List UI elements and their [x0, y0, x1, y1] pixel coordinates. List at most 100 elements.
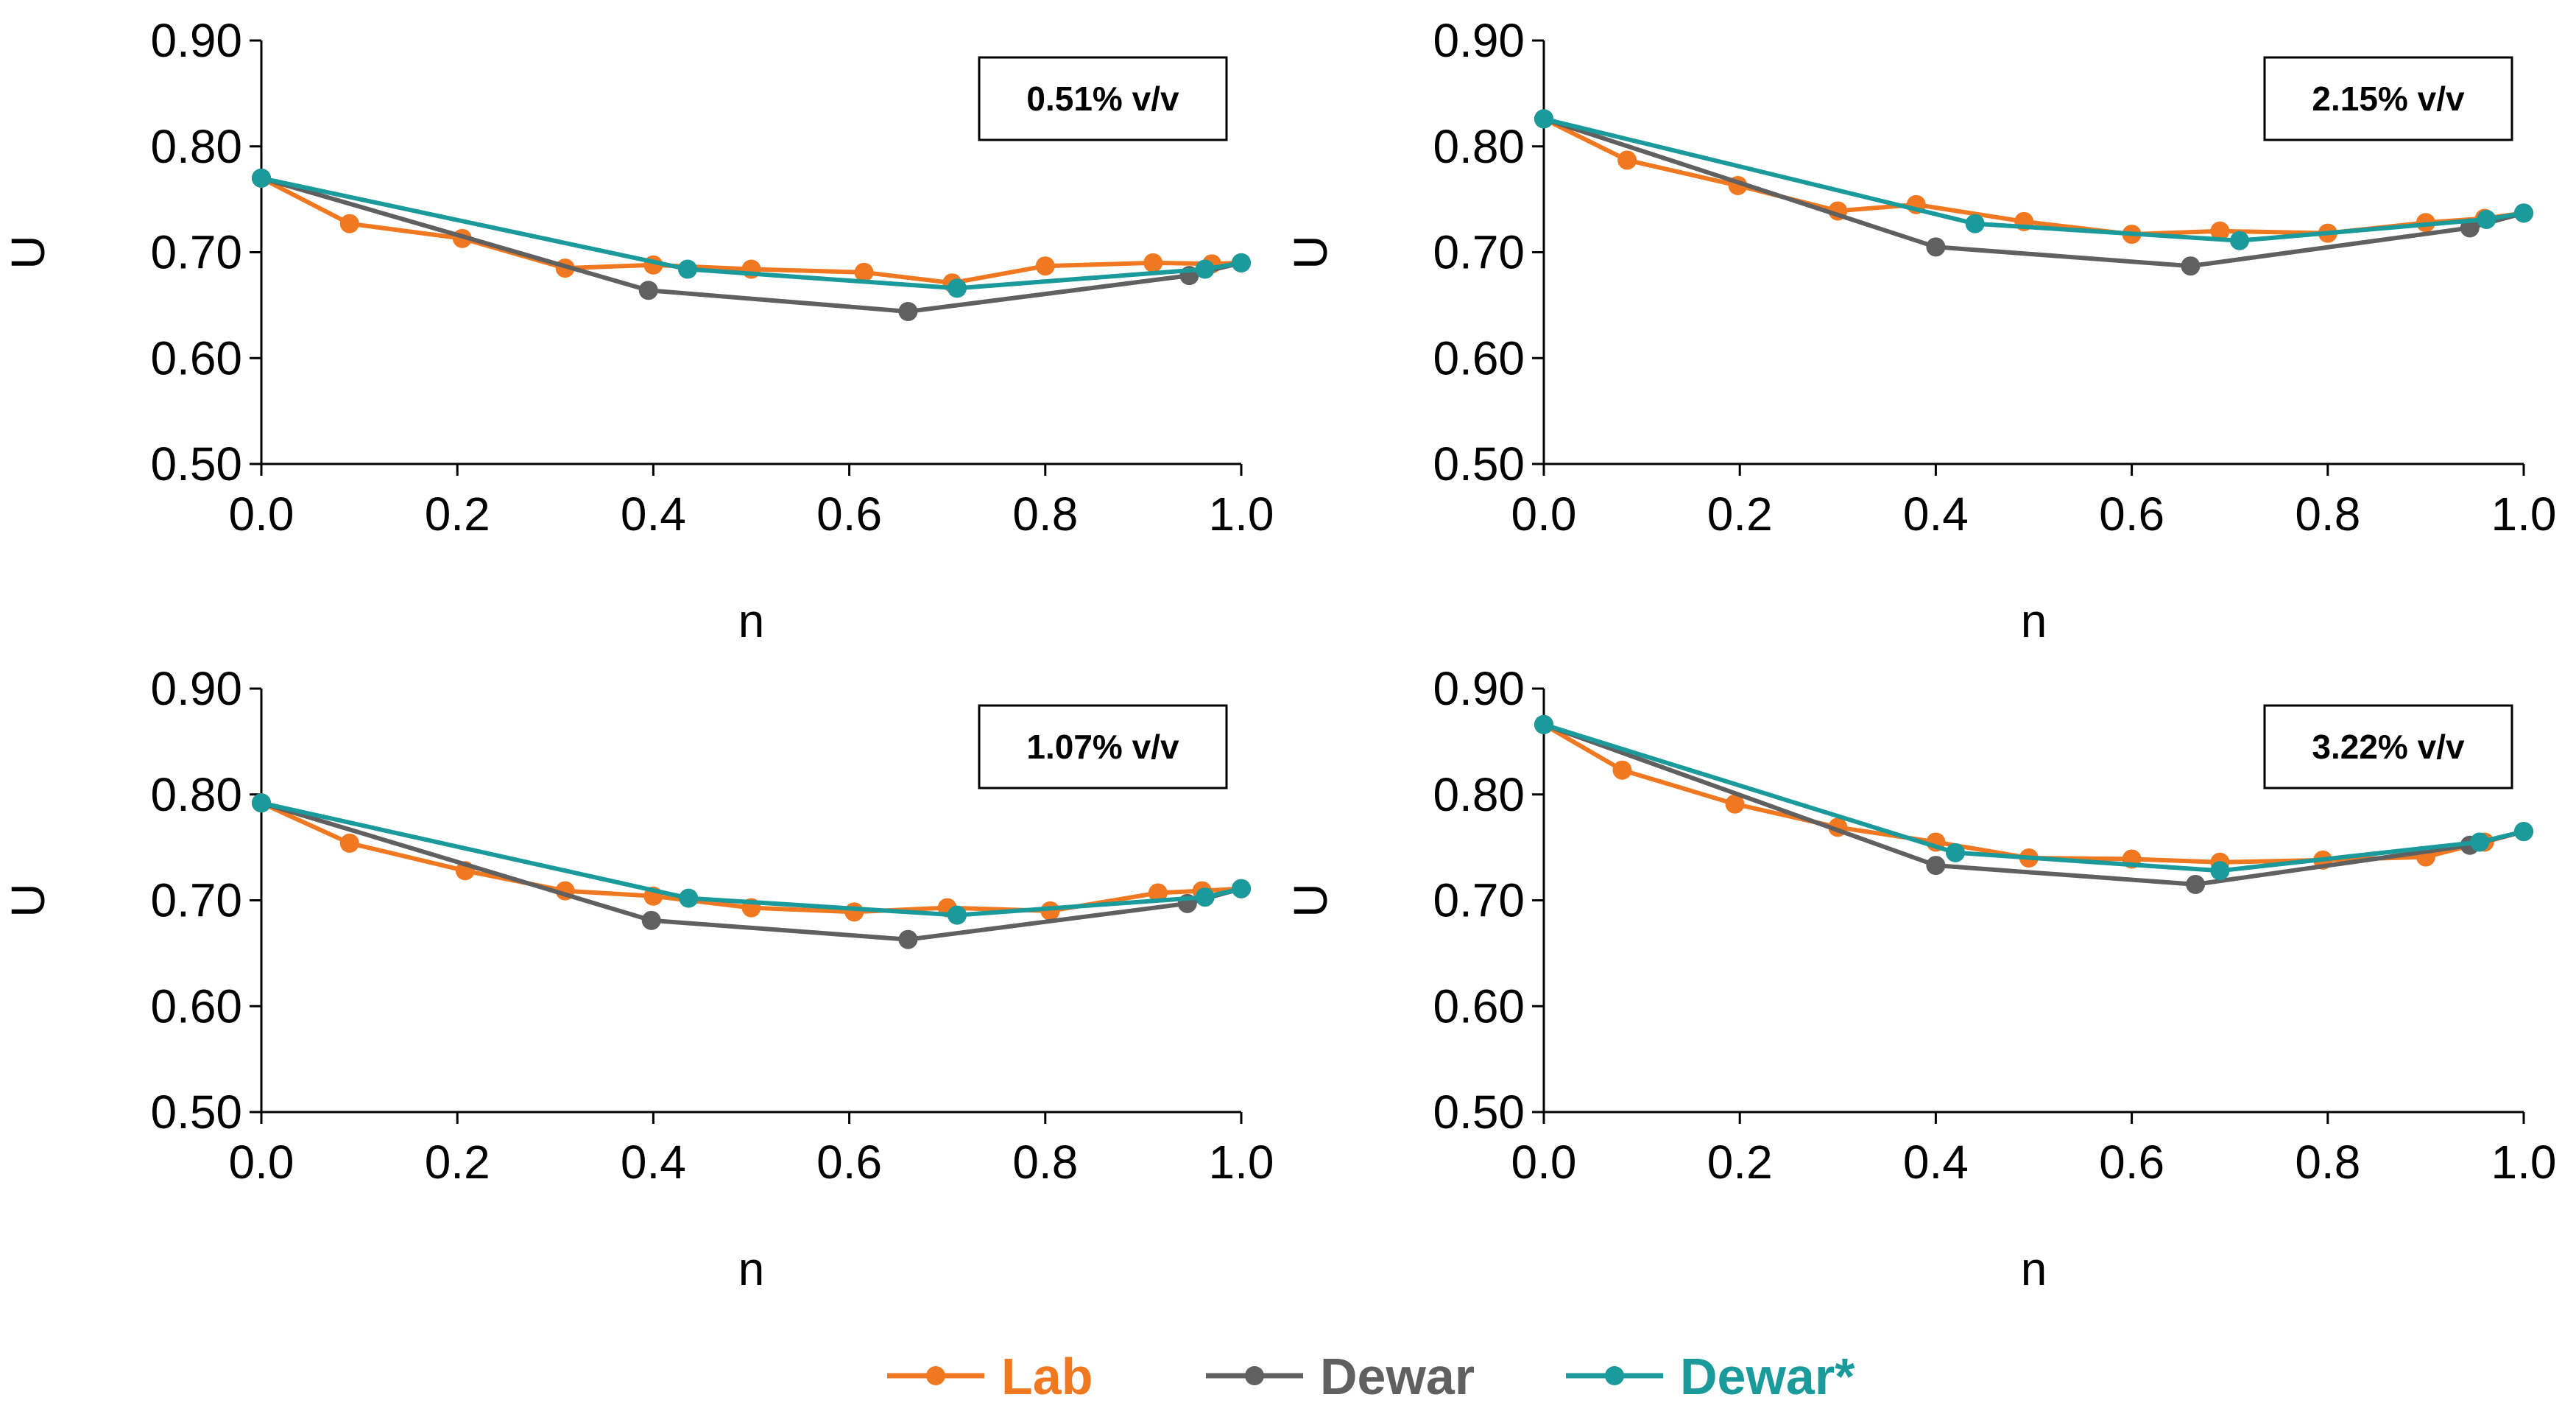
data-point: [2514, 203, 2533, 223]
x-tick-label: 0.2: [1707, 488, 1773, 541]
y-tick-label: 0.80: [150, 768, 242, 821]
y-axis-title: U: [1284, 235, 1337, 269]
x-tick-label: 1.0: [2491, 488, 2557, 541]
data-point: [1035, 256, 1055, 276]
chart-legend: Lab Dewar Dewar*: [887, 1348, 1855, 1405]
data-point: [898, 929, 918, 949]
y-tick-label: 0.70: [1433, 226, 1525, 279]
x-tick-label: 0.0: [1511, 1136, 1577, 1189]
series-dewar-star: [1534, 714, 2533, 881]
x-axis-title: n: [2021, 594, 2047, 647]
x-tick-label: 0.0: [229, 488, 294, 541]
legend-item-dewar-star: Dewar*: [1566, 1348, 1855, 1405]
y-tick-label: 0.70: [150, 874, 242, 927]
y-tick-label: 0.50: [1433, 1086, 1525, 1139]
data-point: [339, 214, 359, 233]
data-point: [2181, 256, 2201, 276]
x-tick-label: 0.2: [1707, 1136, 1773, 1189]
data-point: [948, 278, 967, 298]
data-point: [1232, 253, 1251, 272]
x-tick-label: 0.6: [2099, 488, 2164, 541]
data-point: [1926, 856, 1946, 876]
y-tick-label: 0.90: [150, 662, 242, 715]
annotation-box: [2263, 56, 2513, 141]
x-tick-label: 0.6: [2099, 1136, 2164, 1189]
data-point: [339, 833, 359, 853]
concentration-label: 2.15% v/v: [2312, 80, 2465, 118]
data-point: [1965, 214, 1985, 233]
legend-label: Dewar*: [1680, 1348, 1855, 1405]
y-tick-label: 0.60: [1433, 979, 1525, 1033]
y-tick-label: 0.80: [1433, 120, 1525, 173]
data-point: [1612, 760, 1632, 780]
y-tick-label: 0.60: [150, 331, 242, 384]
chart-panel-2: 0.50 0.60 0.70 0.80 0.90 0.0 0.2 0.4 0.6 0.8 1.0 n U…: [1284, 14, 2556, 647]
data-point: [854, 262, 874, 282]
data-point: [1195, 887, 1215, 907]
concentration-label: 3.22% v/v: [2312, 728, 2465, 766]
data-point: [2477, 209, 2496, 229]
x-tick-label: 0.4: [621, 488, 686, 541]
data-point: [679, 888, 699, 908]
y-tick-label: 0.60: [150, 979, 242, 1033]
data-point: [1232, 879, 1251, 898]
x-tick-label: 0.0: [1511, 488, 1577, 541]
y-axis-title: U: [1, 235, 54, 269]
legend-swatch-marker: [926, 1366, 945, 1385]
chart-panel-3: 0.50 0.60 0.70 0.80 0.90 0.0 0.2 0.4 0.6 0.8 1.0 n U…: [1, 662, 1274, 1295]
y-tick-label: 0.90: [150, 14, 242, 67]
data-point: [2470, 832, 2490, 852]
data-point: [2186, 874, 2206, 894]
x-tick-label: 0.2: [425, 488, 490, 541]
y-tick-label: 0.80: [150, 120, 242, 173]
legend-label: Lab: [1001, 1348, 1093, 1405]
legend-label: Dewar: [1320, 1348, 1475, 1405]
x-tick-label: 1.0: [2491, 1136, 2557, 1189]
x-tick-label: 0.4: [1903, 1136, 1969, 1189]
concentration-label: 1.07% v/v: [1026, 728, 1179, 766]
y-tick-label: 0.50: [150, 437, 242, 490]
chart-panel-4: 0.50 0.60 0.70 0.80 0.90 0.0 0.2 0.4 0.6 0.8 1.0 n U…: [1284, 662, 2556, 1295]
data-point: [677, 259, 697, 279]
x-tick-label: 1.0: [1209, 1136, 1274, 1189]
data-point: [641, 910, 661, 930]
annotation-box: [978, 56, 1228, 141]
legend-item-lab: Lab: [887, 1348, 1093, 1405]
chart-panel-1: 0.50 0.60 0.70 0.80 0.90 0.0 0.2 0.4 0.6 0.8 1.0 n U…: [1, 14, 1274, 647]
x-tick-label: 0.2: [425, 1136, 490, 1189]
x-axis-title: n: [738, 594, 765, 647]
data-point: [1534, 714, 1553, 734]
y-tick-label: 0.50: [1433, 437, 1525, 490]
y-axis-title: U: [1, 883, 54, 917]
y-tick-label: 0.90: [1433, 14, 1525, 67]
annotation-box: [2263, 704, 2513, 789]
x-tick-label: 0.0: [229, 1136, 294, 1189]
data-point: [2210, 221, 2230, 241]
data-point: [2230, 231, 2250, 250]
x-tick-label: 0.6: [816, 1136, 882, 1189]
legend-item-dewar: Dewar: [1206, 1348, 1475, 1405]
data-point: [252, 793, 271, 813]
data-point: [1534, 109, 1553, 129]
concentration-label: 0.51% v/v: [1026, 80, 1179, 118]
data-point: [2514, 822, 2533, 842]
data-point: [1926, 237, 1946, 257]
y-tick-label: 0.80: [1433, 768, 1525, 821]
data-point: [898, 302, 918, 321]
data-point: [1725, 794, 1745, 814]
data-point: [1946, 843, 1966, 862]
series-dewar-star: [252, 793, 1251, 925]
series-line: [1542, 722, 2524, 865]
x-axis-title: n: [738, 1242, 765, 1295]
series-line: [260, 176, 1242, 286]
data-point: [2210, 861, 2230, 881]
data-point: [1143, 253, 1163, 272]
x-tick-label: 0.8: [1012, 1136, 1078, 1189]
x-tick-label: 0.8: [1012, 488, 1078, 541]
y-tick-label: 0.90: [1433, 662, 1525, 715]
data-point: [1617, 150, 1637, 170]
legend-swatch-marker: [1245, 1366, 1264, 1385]
y-tick-label: 0.70: [150, 226, 242, 279]
data-point: [948, 905, 967, 925]
